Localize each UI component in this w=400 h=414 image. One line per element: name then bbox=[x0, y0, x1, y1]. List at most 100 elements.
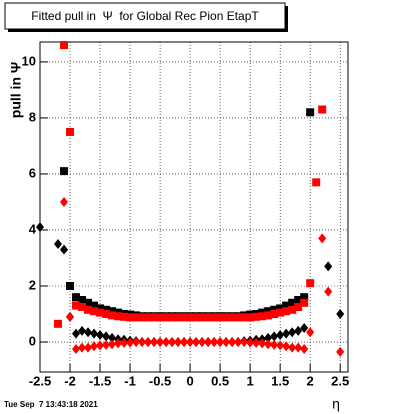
square-marker bbox=[246, 313, 255, 322]
diamond-marker bbox=[252, 337, 261, 348]
square-marker bbox=[216, 313, 225, 322]
diamond-marker bbox=[222, 337, 231, 348]
diamond-marker bbox=[216, 337, 225, 348]
x-tick-label: -1.5 bbox=[89, 373, 111, 388]
square-marker bbox=[84, 305, 93, 314]
square-marker bbox=[192, 313, 201, 322]
diamond-marker bbox=[150, 337, 159, 348]
y-tick-label: 6 bbox=[29, 165, 36, 180]
diamond-marker bbox=[108, 332, 117, 343]
square-marker bbox=[282, 307, 291, 316]
square-marker bbox=[72, 293, 81, 302]
square-marker bbox=[288, 305, 297, 314]
x-tick-label: -2.5 bbox=[29, 373, 51, 388]
square-marker bbox=[108, 311, 117, 320]
x-tick-label: 0 bbox=[186, 373, 193, 388]
square-marker bbox=[156, 313, 165, 322]
diamond-marker bbox=[228, 337, 237, 348]
square-marker bbox=[300, 293, 309, 302]
square-marker bbox=[306, 108, 315, 117]
square-marker bbox=[282, 301, 291, 310]
x-tick-label: -0.5 bbox=[149, 373, 171, 388]
square-marker bbox=[258, 312, 267, 321]
x-tick-label: 1.5 bbox=[271, 373, 289, 388]
diamond-marker bbox=[288, 342, 297, 353]
diamond-marker bbox=[60, 244, 69, 255]
diamond-marker bbox=[96, 340, 105, 351]
square-marker bbox=[294, 303, 303, 312]
square-marker bbox=[312, 178, 321, 187]
diamond-marker bbox=[60, 196, 69, 207]
square-marker bbox=[66, 127, 75, 136]
square-marker bbox=[84, 298, 93, 307]
diamond-marker bbox=[114, 338, 123, 349]
square-marker bbox=[318, 105, 327, 114]
x-tick-label: -2 bbox=[64, 373, 76, 388]
diamond-marker bbox=[78, 325, 87, 336]
square-marker bbox=[180, 313, 189, 322]
diamond-marker bbox=[84, 327, 93, 338]
square-marker bbox=[276, 304, 285, 313]
diamond-marker bbox=[36, 222, 44, 233]
diamond-marker bbox=[276, 330, 285, 341]
square-marker bbox=[174, 313, 183, 322]
diamond-marker bbox=[324, 286, 333, 297]
diamond-marker bbox=[270, 331, 279, 342]
diamond-marker bbox=[168, 337, 177, 348]
square-marker bbox=[276, 308, 285, 317]
diamond-marker bbox=[126, 337, 135, 348]
diamond-marker bbox=[264, 339, 273, 350]
diamond-marker bbox=[102, 339, 111, 350]
diamond-marker bbox=[186, 337, 195, 348]
square-marker bbox=[204, 313, 213, 322]
diamond-marker bbox=[132, 337, 141, 348]
square-marker bbox=[222, 313, 231, 322]
square-marker bbox=[288, 298, 297, 307]
square-marker bbox=[186, 313, 195, 322]
y-tick-label: 10 bbox=[22, 53, 36, 68]
diamond-marker bbox=[156, 337, 165, 348]
diamond-marker bbox=[234, 337, 243, 348]
diamond-marker bbox=[108, 339, 117, 350]
diamond-marker bbox=[72, 328, 81, 339]
diamond-marker bbox=[210, 337, 219, 348]
diamond-marker bbox=[306, 327, 315, 338]
square-marker bbox=[300, 298, 309, 307]
x-tick-label: 0.5 bbox=[211, 373, 229, 388]
square-marker bbox=[270, 310, 279, 319]
diamond-marker bbox=[276, 340, 285, 351]
diamond-marker bbox=[192, 337, 201, 348]
square-marker bbox=[54, 319, 63, 328]
square-marker bbox=[60, 41, 69, 50]
x-tick-label: 1 bbox=[247, 373, 254, 388]
square-marker bbox=[120, 312, 129, 321]
square-marker bbox=[270, 305, 279, 314]
square-marker bbox=[96, 308, 105, 317]
diamond-marker bbox=[300, 344, 309, 355]
square-marker bbox=[126, 313, 135, 322]
diamond-marker bbox=[72, 344, 81, 355]
square-marker bbox=[78, 303, 87, 312]
diamond-marker bbox=[318, 233, 327, 244]
diamond-marker bbox=[66, 311, 75, 322]
diamond-marker bbox=[300, 323, 309, 334]
diamond-marker bbox=[324, 261, 333, 272]
diamond-marker bbox=[264, 332, 273, 343]
diamond-marker bbox=[336, 346, 345, 357]
y-axis-label: pull in Ψ bbox=[8, 62, 24, 118]
diamond-marker bbox=[90, 328, 99, 339]
diamond-marker bbox=[174, 337, 183, 348]
square-marker bbox=[306, 279, 315, 288]
square-marker bbox=[228, 313, 237, 322]
y-tick-label: 4 bbox=[29, 221, 37, 236]
diamond-marker bbox=[96, 330, 105, 341]
diamond-marker bbox=[294, 325, 303, 336]
diamond-marker bbox=[180, 337, 189, 348]
diamond-marker bbox=[138, 337, 147, 348]
square-marker bbox=[252, 312, 261, 321]
diamond-marker bbox=[54, 238, 63, 249]
square-marker bbox=[114, 312, 123, 321]
diamond-marker bbox=[240, 337, 249, 348]
square-marker bbox=[162, 313, 171, 322]
